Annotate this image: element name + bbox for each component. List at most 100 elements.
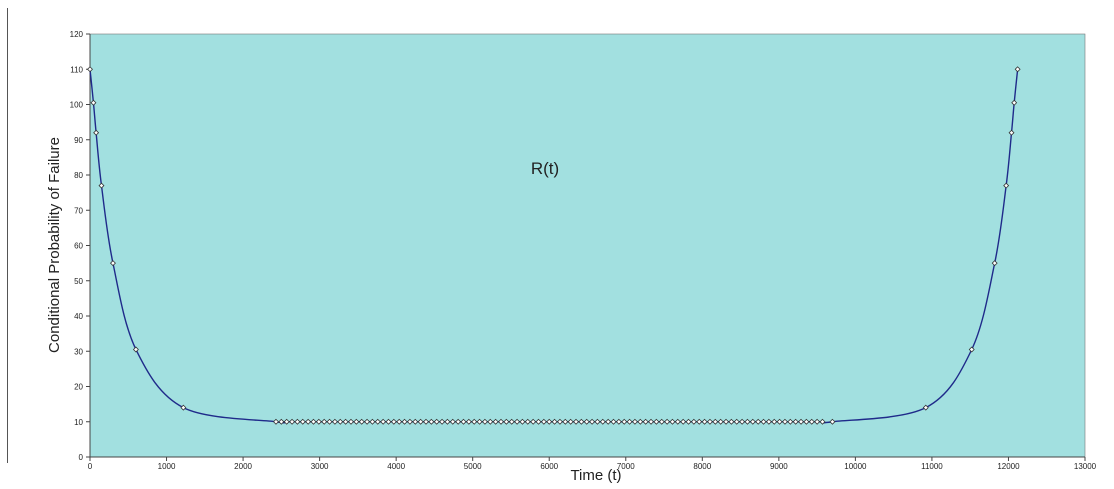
x-tick-label: 10000: [844, 462, 867, 471]
data-point: [90, 99, 97, 106]
data-point: [664, 418, 671, 425]
data-point: [433, 418, 440, 425]
y-tick-label: 30: [74, 347, 83, 356]
data-point: [380, 418, 387, 425]
x-tick-label: 1000: [158, 462, 176, 471]
data-point: [717, 418, 724, 425]
data-point: [476, 418, 483, 425]
data-point: [599, 418, 606, 425]
data-point: [723, 418, 730, 425]
data-point: [968, 346, 975, 353]
data-point: [342, 418, 349, 425]
data-point: [417, 418, 424, 425]
data-point: [374, 418, 381, 425]
data-point: [294, 418, 301, 425]
data-point: [1014, 66, 1021, 73]
y-tick-label: 110: [70, 65, 83, 74]
data-point: [728, 418, 735, 425]
data-point: [444, 418, 451, 425]
data-point: [358, 418, 365, 425]
data-point: [390, 418, 397, 425]
data-point: [439, 418, 446, 425]
curve-annotation: R(t): [531, 159, 559, 178]
data-point: [481, 418, 488, 425]
data-point: [669, 418, 676, 425]
data-point: [631, 418, 638, 425]
data-point: [465, 418, 472, 425]
data-point: [487, 418, 494, 425]
y-tick-label: 90: [74, 136, 83, 145]
data-point: [594, 418, 601, 425]
data-point: [93, 129, 100, 136]
y-tick-label: 60: [74, 242, 83, 251]
data-point: [803, 418, 810, 425]
data-point: [605, 418, 612, 425]
data-point: [273, 418, 279, 425]
data-point: [348, 418, 354, 425]
data-point: [615, 418, 622, 425]
data-point: [98, 182, 105, 189]
data-point: [369, 418, 376, 425]
data-point: [299, 418, 306, 425]
data-point: [690, 418, 697, 425]
x-tick-label: 12000: [997, 462, 1020, 471]
data-point: [583, 418, 590, 425]
data-point: [546, 418, 553, 425]
data-point: [471, 418, 478, 425]
data-point: [658, 418, 665, 425]
data-point: [423, 418, 429, 425]
x-tick-label: 13000: [1074, 462, 1097, 471]
x-tick-label: 2000: [234, 462, 252, 471]
plot-area: [89, 33, 1086, 458]
data-point: [798, 418, 805, 425]
y-tick-label: 20: [74, 383, 83, 392]
data-point: [305, 418, 312, 425]
data-point: [755, 418, 762, 425]
data-point: [642, 418, 649, 425]
data-point: [674, 418, 681, 425]
data-point: [610, 418, 617, 425]
data-point: [808, 418, 815, 425]
data-point: [637, 418, 644, 425]
data-point: [337, 418, 344, 425]
data-point: [498, 418, 504, 425]
x-tick-label: 8000: [693, 462, 711, 471]
data-point: [87, 66, 93, 73]
data-point: [991, 260, 998, 267]
data-point: [406, 418, 413, 425]
data-point: [922, 404, 929, 411]
data-point: [503, 418, 510, 425]
data-point: [562, 418, 569, 425]
data-point: [792, 418, 799, 425]
data-point: [814, 418, 821, 425]
y-tick-label: 10: [74, 418, 83, 427]
data-point: [310, 418, 317, 425]
data-point: [696, 418, 703, 425]
data-point: [701, 418, 708, 425]
data-point: [1003, 182, 1010, 189]
data-point: [685, 418, 692, 425]
data-point: [551, 418, 558, 425]
data-point: [283, 418, 290, 425]
data-point: [401, 418, 408, 425]
data-point: [535, 418, 542, 425]
data-point: [739, 418, 746, 425]
x-axis-title: Time (t): [570, 467, 621, 484]
data-point: [132, 346, 139, 353]
data-point: [455, 418, 462, 425]
data-point: [508, 418, 515, 425]
data-point: [829, 418, 836, 425]
y-axis-title: Conditional Probability of Failure: [46, 137, 63, 353]
data-point: [492, 418, 499, 425]
data-point: [449, 418, 456, 425]
data-point: [1008, 129, 1015, 136]
y-tick-label: 80: [74, 171, 83, 180]
data-point: [524, 418, 531, 425]
data-point: [706, 418, 713, 425]
data-point: [680, 418, 687, 425]
data-point: [353, 418, 360, 425]
data-point: [540, 418, 547, 425]
data-point: [744, 418, 751, 425]
data-point: [776, 418, 783, 425]
